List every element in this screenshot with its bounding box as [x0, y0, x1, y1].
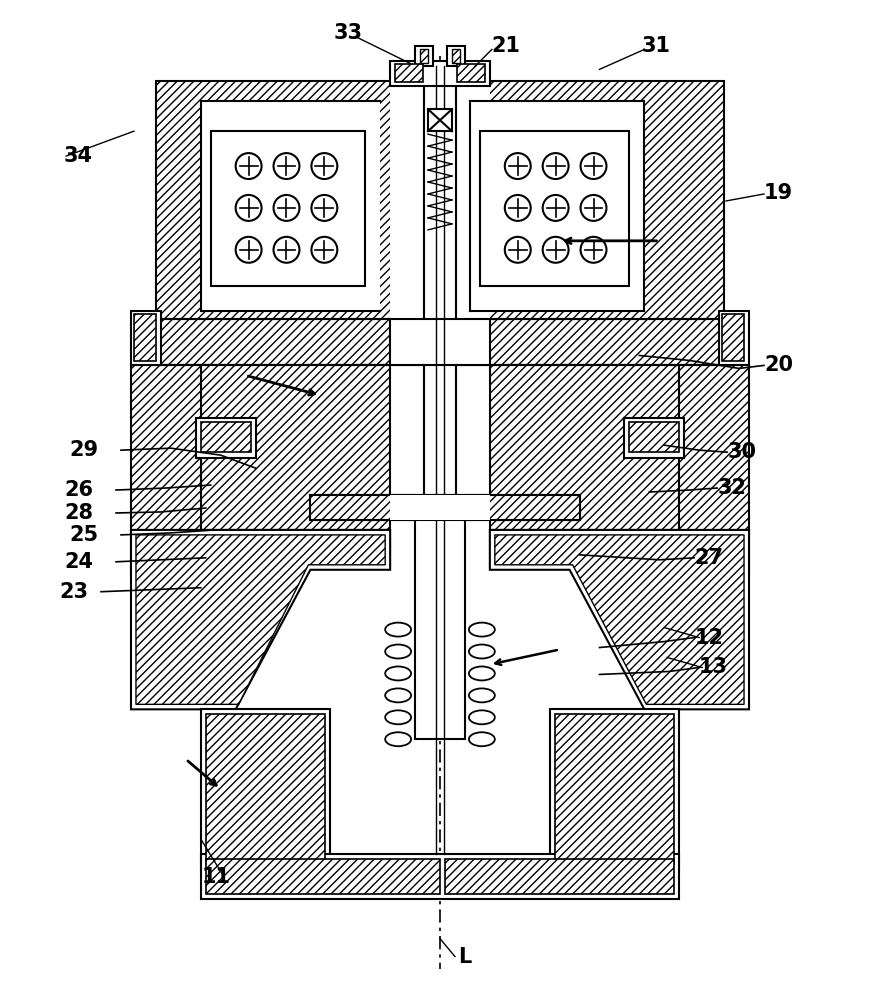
- Bar: [719, 311, 749, 365]
- Bar: [206, 714, 326, 864]
- Circle shape: [543, 195, 568, 221]
- Text: 29: 29: [70, 440, 99, 460]
- Ellipse shape: [385, 688, 411, 702]
- Text: L: L: [458, 947, 471, 967]
- Circle shape: [236, 237, 261, 263]
- Ellipse shape: [385, 645, 411, 658]
- Bar: [470, 101, 644, 311]
- Bar: [480, 131, 629, 286]
- Text: 32: 32: [717, 478, 746, 498]
- Bar: [131, 311, 161, 365]
- Text: 31: 31: [642, 36, 671, 56]
- Circle shape: [581, 237, 606, 263]
- Text: 33: 33: [334, 23, 363, 43]
- Ellipse shape: [469, 710, 495, 724]
- Bar: [156, 81, 724, 331]
- Bar: [195, 418, 255, 458]
- Polygon shape: [131, 530, 390, 709]
- Bar: [550, 709, 679, 869]
- Ellipse shape: [385, 732, 411, 746]
- Text: 19: 19: [764, 183, 793, 203]
- Text: 34: 34: [63, 146, 92, 166]
- Text: 24: 24: [64, 552, 93, 572]
- Bar: [201, 101, 380, 311]
- Bar: [452, 49, 460, 63]
- Bar: [131, 365, 201, 575]
- Bar: [206, 859, 440, 894]
- Bar: [201, 854, 679, 899]
- Ellipse shape: [385, 710, 411, 724]
- Text: 13: 13: [700, 657, 728, 677]
- Circle shape: [274, 237, 299, 263]
- Bar: [201, 709, 330, 869]
- Bar: [201, 422, 251, 452]
- Text: 25: 25: [70, 525, 99, 545]
- Bar: [420, 49, 428, 63]
- Polygon shape: [136, 535, 385, 704]
- Bar: [424, 66, 456, 555]
- Ellipse shape: [469, 666, 495, 680]
- Text: 30: 30: [727, 442, 756, 462]
- Text: 28: 28: [64, 503, 93, 523]
- Bar: [390, 61, 490, 86]
- Bar: [415, 46, 433, 66]
- Ellipse shape: [469, 732, 495, 746]
- Text: 11: 11: [202, 867, 231, 887]
- Bar: [210, 131, 365, 286]
- Bar: [554, 714, 674, 864]
- Ellipse shape: [385, 623, 411, 637]
- Bar: [447, 46, 465, 66]
- Circle shape: [505, 195, 531, 221]
- Text: 27: 27: [694, 548, 723, 568]
- Bar: [445, 859, 674, 894]
- Bar: [390, 81, 490, 336]
- Bar: [457, 64, 485, 82]
- Bar: [415, 520, 465, 739]
- Bar: [625, 418, 685, 458]
- Bar: [490, 365, 679, 530]
- Bar: [390, 319, 490, 365]
- Circle shape: [581, 195, 606, 221]
- Text: 21: 21: [492, 36, 521, 56]
- Ellipse shape: [469, 645, 495, 658]
- Bar: [722, 314, 744, 361]
- Circle shape: [312, 237, 337, 263]
- Text: 23: 23: [59, 582, 88, 602]
- Ellipse shape: [385, 666, 411, 680]
- Bar: [311, 495, 580, 520]
- Circle shape: [312, 153, 337, 179]
- Circle shape: [505, 153, 531, 179]
- Circle shape: [543, 153, 568, 179]
- Circle shape: [505, 237, 531, 263]
- Polygon shape: [490, 530, 749, 709]
- Ellipse shape: [469, 623, 495, 637]
- Bar: [134, 314, 156, 361]
- Text: 12: 12: [694, 628, 723, 648]
- Circle shape: [543, 237, 568, 263]
- Text: 20: 20: [764, 355, 793, 375]
- Bar: [201, 365, 390, 530]
- Bar: [156, 319, 724, 365]
- Circle shape: [274, 153, 299, 179]
- Bar: [390, 495, 490, 520]
- Circle shape: [581, 153, 606, 179]
- Bar: [629, 422, 679, 452]
- Ellipse shape: [469, 688, 495, 702]
- Bar: [679, 365, 749, 575]
- Circle shape: [312, 195, 337, 221]
- Circle shape: [236, 195, 261, 221]
- Circle shape: [236, 153, 261, 179]
- Text: 26: 26: [64, 480, 93, 500]
- Bar: [395, 64, 423, 82]
- Bar: [428, 109, 452, 131]
- Polygon shape: [495, 535, 744, 704]
- Circle shape: [274, 195, 299, 221]
